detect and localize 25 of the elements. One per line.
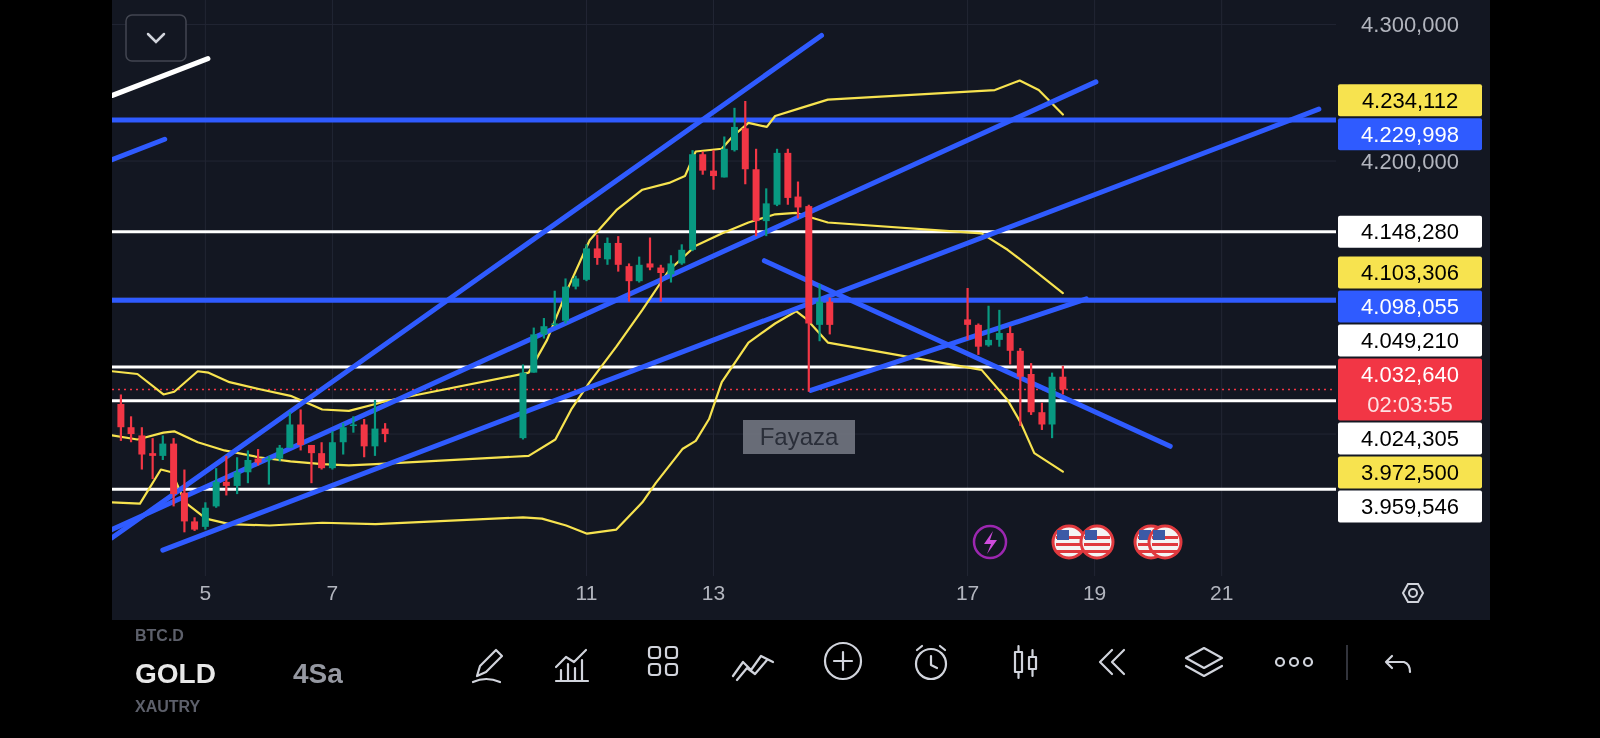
x-tick-label: 19 (1082, 581, 1107, 605)
x-tick-label: 17 (955, 581, 980, 605)
x-tick-label: 5 (199, 581, 212, 605)
x-tick-label: 13 (701, 581, 726, 605)
ref-line-label: 4.098,055 (1361, 294, 1459, 320)
y-tick-label: 4.200,000 (1361, 148, 1459, 174)
text: 3.972,500 (1361, 460, 1459, 486)
text: 4.103,306 (1361, 260, 1459, 286)
annotation: Fayaza (759, 423, 839, 451)
y-tick-label: 4.300,000 (1361, 12, 1459, 38)
text: BTC.D (135, 627, 184, 644)
ref-line-label: 4.229,998 (1361, 122, 1459, 148)
ref-line-label: 4.148,280 (1361, 219, 1459, 245)
ref-line-label: 4.049,210 (1361, 328, 1459, 354)
ref-line-label: 4.032,640 (1361, 362, 1459, 388)
text: 4Sa (293, 657, 344, 689)
text: GOLD (135, 657, 216, 689)
text: 4.234,112 (1361, 88, 1459, 114)
x-tick-label: 7 (326, 581, 339, 605)
ref-line-label: 3.959,546 (1361, 494, 1459, 520)
text: 02:03:55 (1367, 392, 1453, 418)
text: XAUTRY (135, 698, 201, 715)
ref-line-label: 4.024,305 (1361, 426, 1459, 452)
x-tick-label: 21 (1209, 581, 1234, 605)
x-tick-label: 11 (575, 581, 598, 605)
